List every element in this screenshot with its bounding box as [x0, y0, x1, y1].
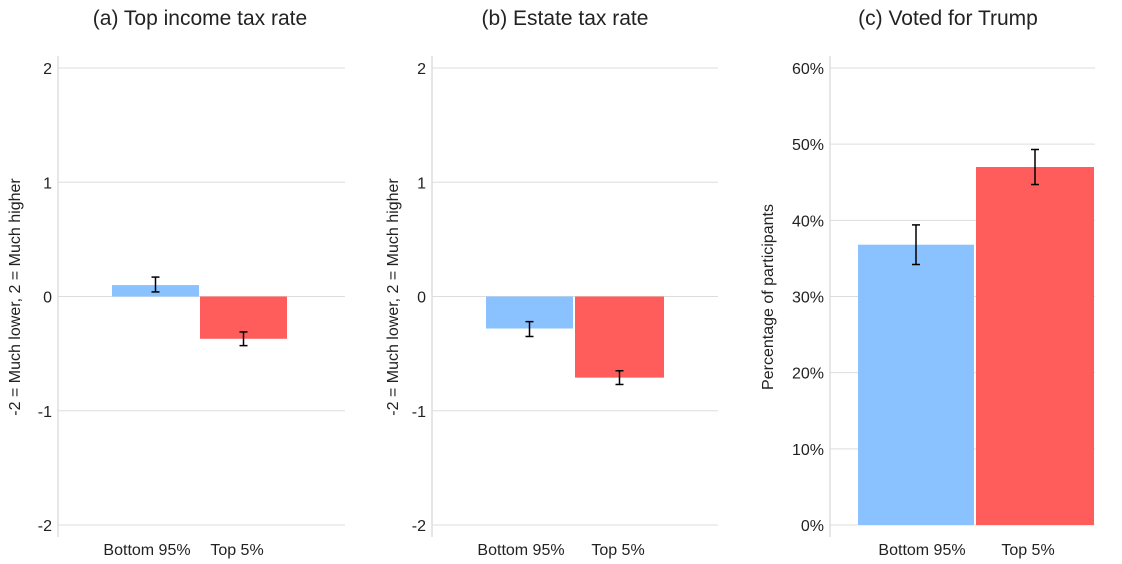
y-tick-label: 1	[43, 175, 52, 192]
chart-title: (b) Estate tax rate	[482, 7, 649, 30]
panel-top-income-tax: (a) Top income tax rate -2 = Much lower,…	[7, 7, 345, 559]
x-tick-label: Bottom 95%	[878, 542, 965, 559]
y-tick-label: 1	[417, 175, 426, 192]
bars	[486, 296, 664, 378]
panel-estate-tax: (b) Estate tax rate -2 = Much lower, 2 =…	[385, 7, 718, 559]
error-bar	[525, 320, 534, 338]
y-tick-labels: 0% 10% 20% 30% 40% 50% 60%	[792, 61, 824, 535]
x-tick-label: Top 5%	[210, 542, 263, 559]
y-tick-label: 20%	[792, 366, 824, 383]
y-tick-label: 0	[43, 290, 52, 307]
y-tick-label: 30%	[792, 290, 824, 307]
x-tick-labels: Bottom 95% Top 5%	[878, 542, 1054, 559]
y-tick-label: -1	[412, 404, 426, 421]
y-axis-label: -2 = Much lower, 2 = Much higher	[385, 178, 402, 416]
y-tick-label: 60%	[792, 61, 824, 78]
y-tick-label: -1	[38, 404, 52, 421]
y-tick-label: 10%	[792, 442, 824, 459]
error-bar	[1031, 148, 1039, 186]
y-tick-label: 40%	[792, 213, 824, 230]
error-bars	[525, 320, 624, 386]
error-bar	[912, 224, 920, 266]
bar-bottom-95	[858, 244, 974, 525]
y-tick-label: 2	[417, 61, 426, 78]
error-bars	[912, 148, 1039, 266]
x-tick-label: Top 5%	[1001, 542, 1054, 559]
gridlines	[57, 56, 345, 537]
error-bars	[151, 276, 248, 347]
bar-top-5	[976, 167, 1094, 525]
x-tick-label: Top 5%	[591, 542, 644, 559]
chart-title: (a) Top income tax rate	[93, 7, 307, 30]
bars	[858, 167, 1094, 525]
y-axis-label: -2 = Much lower, 2 = Much higher	[7, 178, 24, 416]
error-bar	[151, 276, 160, 293]
y-tick-label: -2	[38, 518, 52, 535]
y-tick-label: 0	[417, 290, 426, 307]
y-tick-label: 0%	[801, 518, 824, 535]
x-tick-label: Bottom 95%	[477, 542, 564, 559]
bars	[112, 285, 287, 339]
x-tick-labels: Bottom 95% Top 5%	[477, 542, 644, 559]
y-axis-label: Percentage of participants	[760, 204, 777, 390]
panel-voted-trump: (c) Voted for Trump Percentage of partic…	[760, 7, 1095, 559]
bar-top-5	[575, 296, 664, 378]
error-bar	[239, 331, 248, 347]
error-bar	[615, 370, 624, 386]
y-tick-label: 2	[43, 61, 52, 78]
y-tick-label: -2	[412, 518, 426, 535]
x-tick-label: Bottom 95%	[103, 542, 190, 559]
x-tick-labels: Bottom 95% Top 5%	[103, 542, 263, 559]
chart-title: (c) Voted for Trump	[858, 7, 1038, 30]
y-tick-labels: -2 -1 0 1 2	[38, 61, 52, 535]
y-tick-labels: -2 -1 0 1 2	[412, 61, 426, 535]
y-tick-label: 50%	[792, 137, 824, 154]
